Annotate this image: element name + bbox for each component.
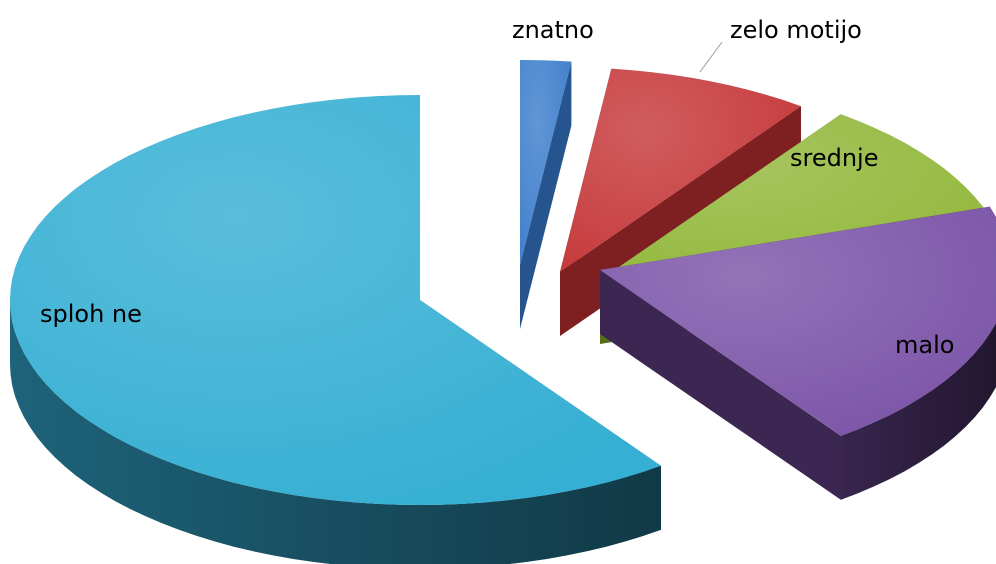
slice-label-malo: malo [895,331,954,359]
slice-wall-znatno-1 [520,61,572,329]
slice-top-sheen-sploh-ne [10,95,661,505]
slice-top-sheen-zelo-motijo [560,68,801,272]
slice-sploh-ne [10,95,661,564]
pie-slices [10,60,996,564]
slice-malo [600,206,996,500]
slice-label-srednje: srednje [790,144,879,172]
slice-znatno [520,60,572,329]
slice-wall-malo-1 [600,270,841,500]
slice-label-zelo-motijo: zelo motijo [730,16,862,44]
slice-label-sploh-ne: sploh ne [40,300,142,328]
slice-top-sheen-srednje [600,114,990,280]
slice-side-shade-malo-0 [841,323,996,500]
slice-top-sheen-malo [600,206,996,436]
slice-side-shade-sploh-ne-0 [10,300,661,564]
slice-top-sheen-znatno [520,60,572,265]
pie-labels: znatno zelo motijo srednje malo sploh ne [40,16,954,359]
slice-label-znatno: znatno [512,16,594,44]
leader-line-zelo-motijo [699,41,723,73]
